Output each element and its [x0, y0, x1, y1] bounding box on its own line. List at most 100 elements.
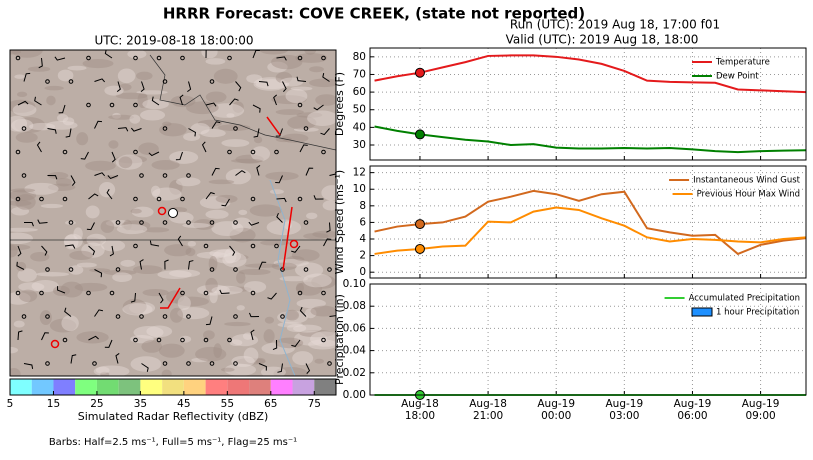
- colorbar-cell: [162, 379, 184, 395]
- terrain-shade: [115, 92, 148, 100]
- wind-barb: [58, 104, 66, 114]
- calm-barb: [327, 267, 332, 272]
- calm-barb: [321, 337, 326, 343]
- terrain-shade: [131, 206, 154, 218]
- calm-barb: [303, 267, 309, 272]
- calm-barb: [115, 220, 121, 225]
- calm-barb: [115, 267, 121, 272]
- calm-barb: [21, 126, 27, 131]
- calm-barb: [139, 314, 144, 319]
- wind-barb: [235, 81, 242, 92]
- terrain-shade: [263, 329, 275, 343]
- colorbar-cell: [292, 379, 315, 395]
- terrain-shade: [308, 339, 336, 350]
- terrain-shade: [209, 289, 218, 304]
- calm-barb: [15, 196, 21, 202]
- colorbar-cell: [10, 379, 32, 395]
- terrain-shade: [292, 351, 314, 366]
- terrain-shade: [137, 92, 148, 109]
- terrain-shade: [18, 289, 38, 303]
- terrain-shade: [299, 329, 335, 338]
- terrain-shade: [36, 272, 70, 277]
- calm-barb: [62, 337, 68, 343]
- terrain-shade: [293, 127, 319, 132]
- terrain-shade: [306, 212, 318, 220]
- wind-barb: [313, 104, 324, 111]
- terrain-shade: [224, 321, 251, 327]
- station-marker: [157, 206, 167, 216]
- wind-barb: [248, 221, 260, 226]
- wind-barb: [88, 245, 96, 256]
- terrain-shade: [129, 114, 141, 124]
- terrain-shade: [281, 133, 309, 143]
- terrain-shade: [10, 232, 33, 245]
- calm-barb: [233, 220, 238, 225]
- terrain-shade: [100, 220, 115, 233]
- terrain-shade: [10, 99, 36, 113]
- calm-barb: [180, 55, 185, 61]
- calm-barb: [203, 290, 209, 296]
- y-tick-label: 0.10: [343, 278, 366, 290]
- calm-barb: [227, 149, 232, 155]
- terrain-shade: [230, 158, 263, 163]
- wind-barb: [130, 127, 142, 132]
- terrain-shade: [130, 335, 154, 344]
- wind-barb: [252, 104, 261, 113]
- terrain-shade: [47, 172, 69, 180]
- terrain-shade: [307, 110, 336, 126]
- terrain-shade: [235, 154, 264, 164]
- terrain-shade: [169, 179, 183, 195]
- current-marker: [414, 243, 425, 254]
- terrain-shade: [89, 268, 111, 273]
- wind-barb: [34, 96, 42, 106]
- terrain-shade: [67, 65, 87, 71]
- calm-barb: [162, 361, 168, 366]
- wind-barb: [70, 354, 77, 364]
- calm-barb: [15, 290, 21, 296]
- terrain-shade: [191, 357, 208, 363]
- calm-barb: [233, 267, 238, 272]
- wind-barb: [313, 195, 324, 200]
- wind-barb: [258, 81, 269, 87]
- terrain-shade: [168, 269, 201, 278]
- calm-barb: [15, 55, 21, 61]
- calm-barb: [303, 220, 309, 225]
- terrain-shade: [243, 281, 267, 293]
- terrain-shade: [312, 230, 336, 238]
- terrain-shade: [217, 253, 249, 261]
- terrain-shade: [205, 58, 226, 65]
- calm-barb: [68, 267, 74, 272]
- terrain-shade: [221, 139, 250, 147]
- terrain-shade: [105, 219, 132, 227]
- calm-barb: [68, 220, 74, 225]
- terrain-shade: [130, 208, 142, 214]
- colorbar-cell: [53, 379, 76, 395]
- wind-barb: [139, 259, 144, 270]
- calm-barb: [297, 290, 303, 296]
- wind-barb: [299, 306, 307, 317]
- wind-barb: [164, 259, 169, 270]
- wind-barb: [282, 81, 287, 92]
- calm-barb: [39, 196, 44, 202]
- map: [10, 50, 336, 376]
- terrain-shade: [182, 222, 211, 229]
- calm-barb: [297, 102, 303, 108]
- wind-barb: [106, 188, 113, 200]
- wind-barb: [94, 309, 104, 317]
- terrain-shade: [279, 276, 309, 282]
- colorbar-cell: [205, 379, 228, 395]
- calm-barb: [186, 220, 191, 225]
- terrain-shade: [164, 244, 192, 257]
- wind-barb: [148, 151, 160, 157]
- terrain-shade: [286, 323, 307, 333]
- calm-barb: [209, 79, 215, 84]
- terrain-shade: [68, 265, 84, 275]
- calm-barb: [227, 55, 232, 61]
- panel-frame: [369, 47, 807, 161]
- terrain-shade: [249, 204, 282, 217]
- colorbar-tick-label: 15: [47, 398, 60, 410]
- colorbar-tick-label: 55: [221, 398, 234, 410]
- terrain-shade: [116, 224, 148, 235]
- terrain-shade: [108, 114, 135, 120]
